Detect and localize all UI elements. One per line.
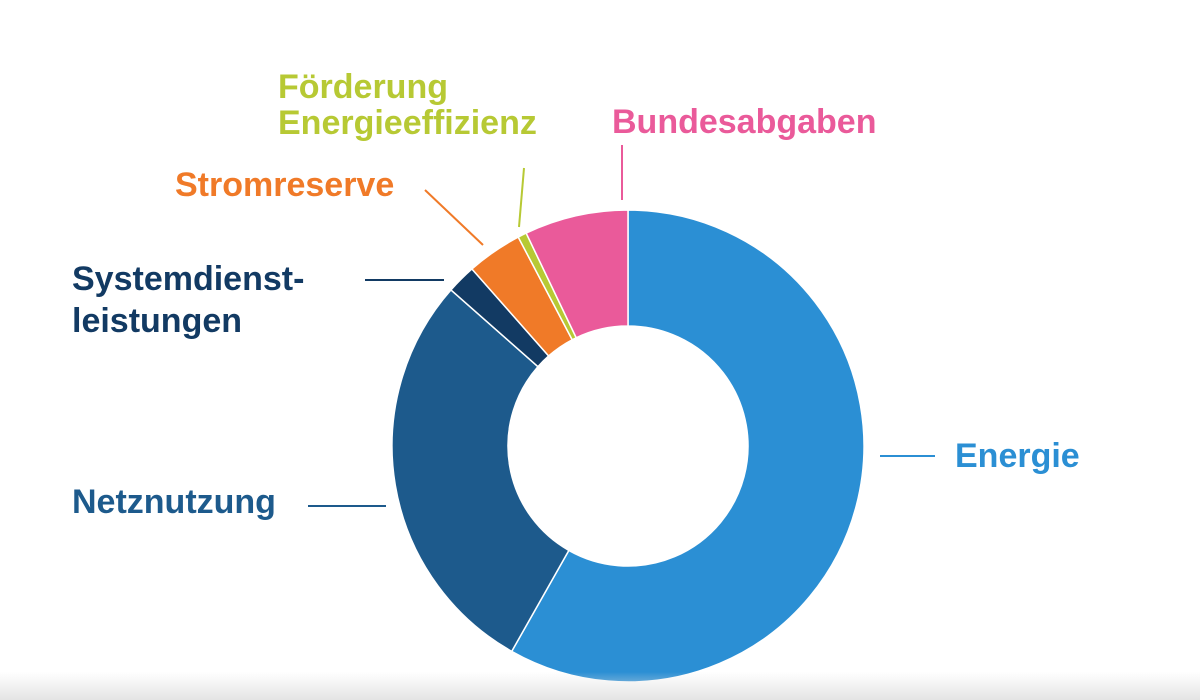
bottom-shadow bbox=[0, 672, 1200, 700]
leader-line-foerderung-energieeffizienz bbox=[518, 167, 525, 228]
slice-labels: Energie Netznutzung Systemdienst-leistunge… bbox=[72, 68, 1080, 521]
slice-bundesabgaben bbox=[525, 209, 629, 339]
label-netznutzung: Netznutzung bbox=[72, 483, 276, 521]
label-systemdienst-leistungen: Systemdienst-leistungen bbox=[72, 260, 304, 340]
leader-lines bbox=[308, 145, 935, 507]
label-bundesabgaben: Bundesabgaben bbox=[612, 103, 876, 141]
slice-netznutzung bbox=[391, 288, 570, 653]
label-energie: Energie bbox=[955, 437, 1080, 475]
leader-line-stromreserve bbox=[424, 189, 484, 246]
label-stromreserve: Stromreserve bbox=[175, 166, 394, 204]
label-foerderung-energieeffizienz: Förderung Energieeffizienz bbox=[278, 68, 537, 142]
donut-slices bbox=[391, 209, 865, 683]
